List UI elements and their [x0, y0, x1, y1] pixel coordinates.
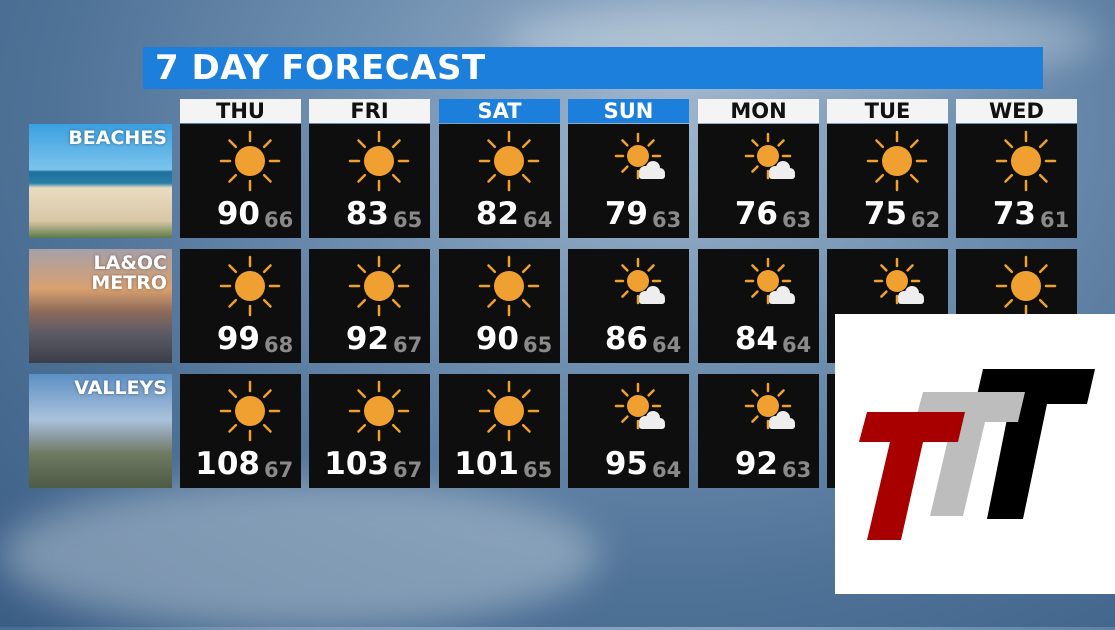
sun-icon: [478, 130, 540, 192]
day-header-sat: SAT: [439, 99, 560, 123]
forecast-cell: 92 67: [309, 249, 430, 363]
forecast-title: 7 DAY FORECAST: [143, 47, 1043, 89]
sun-icon: [348, 130, 410, 192]
forecast-cell: 92 63: [698, 374, 819, 488]
low-temp: 64: [652, 458, 682, 482]
day-header-tue: TUE: [827, 99, 948, 123]
mostly-sunny-icon: [744, 382, 795, 430]
forecast-cell: 73 61: [956, 124, 1077, 238]
forecast-cell: 95 64: [568, 374, 689, 488]
high-temp: 79: [604, 196, 648, 232]
high-temp: 103: [324, 446, 389, 482]
forecast-cell: 82 64: [439, 124, 560, 238]
forecast-cell: 90 65: [439, 249, 560, 363]
low-temp: 64: [652, 333, 682, 357]
forecast-cell: 79 63: [568, 124, 689, 238]
forecast-cell: 101 65: [439, 374, 560, 488]
high-temp: 108: [195, 446, 260, 482]
sun-icon: [219, 255, 281, 317]
high-temp: 90: [216, 196, 260, 232]
day-header-mon: MON: [698, 99, 819, 123]
mostly-sunny-icon: [614, 382, 665, 430]
low-temp: 61: [1040, 208, 1070, 232]
high-temp: 95: [604, 446, 648, 482]
low-temp: 65: [393, 208, 423, 232]
forecast-cell: 90 66: [180, 124, 301, 238]
high-temp: 75: [863, 196, 907, 232]
low-temp: 64: [523, 208, 553, 232]
sun-icon: [219, 130, 281, 192]
region-label: LA&OC METRO: [91, 252, 167, 294]
sun-icon: [478, 380, 540, 442]
forecast-cell: 86 64: [568, 249, 689, 363]
high-temp: 90: [475, 321, 519, 357]
ttt-logo-icon: [859, 369, 1095, 540]
day-header-thu: THU: [180, 99, 301, 123]
sun-icon: [348, 380, 410, 442]
region-label: BEACHES: [68, 127, 167, 149]
high-temp: 76: [734, 196, 778, 232]
forecast-cell: 75 62: [827, 124, 948, 238]
low-temp: 67: [393, 458, 423, 482]
high-temp: 82: [475, 196, 519, 232]
mostly-sunny-icon: [744, 132, 795, 180]
forecast-cell: 99 68: [180, 249, 301, 363]
day-header-fri: FRI: [309, 99, 430, 123]
region-label: VALLEYS: [74, 377, 167, 399]
high-temp: 99: [216, 321, 260, 357]
sun-icon: [478, 255, 540, 317]
region-1: LA&OC METRO: [29, 249, 172, 363]
high-temp: 101: [454, 446, 519, 482]
region-2: VALLEYS: [29, 374, 172, 488]
forecast-cell: 76 63: [698, 124, 819, 238]
low-temp: 67: [393, 333, 423, 357]
high-temp: 73: [992, 196, 1036, 232]
cloud: [0, 480, 600, 630]
mostly-sunny-icon: [614, 257, 665, 305]
low-temp: 65: [523, 458, 553, 482]
high-temp: 83: [345, 196, 389, 232]
low-temp: 62: [911, 208, 941, 232]
sun-icon: [866, 130, 928, 192]
sun-icon: [995, 255, 1057, 317]
sun-icon: [995, 130, 1057, 192]
low-temp: 63: [782, 458, 812, 482]
high-temp: 92: [345, 321, 389, 357]
high-temp: 84: [734, 321, 778, 357]
low-temp: 63: [652, 208, 682, 232]
low-temp: 64: [782, 333, 812, 357]
low-temp: 66: [264, 208, 294, 232]
high-temp: 86: [604, 321, 648, 357]
low-temp: 68: [264, 333, 294, 357]
forecast-cell: 108 67: [180, 374, 301, 488]
low-temp: 67: [264, 458, 294, 482]
low-temp: 65: [523, 333, 553, 357]
sun-icon: [348, 255, 410, 317]
mostly-sunny-icon: [873, 257, 924, 305]
forecast-cell: 83 65: [309, 124, 430, 238]
sun-icon: [219, 380, 281, 442]
mostly-sunny-icon: [614, 132, 665, 180]
forecast-cell: 84 64: [698, 249, 819, 363]
mostly-sunny-icon: [744, 257, 795, 305]
high-temp: 92: [734, 446, 778, 482]
region-0: BEACHES: [29, 124, 172, 238]
day-header-sun: SUN: [568, 99, 689, 123]
channel-logo: [835, 314, 1115, 594]
day-header-wed: WED: [956, 99, 1077, 123]
forecast-cell: 103 67: [309, 374, 430, 488]
low-temp: 63: [782, 208, 812, 232]
